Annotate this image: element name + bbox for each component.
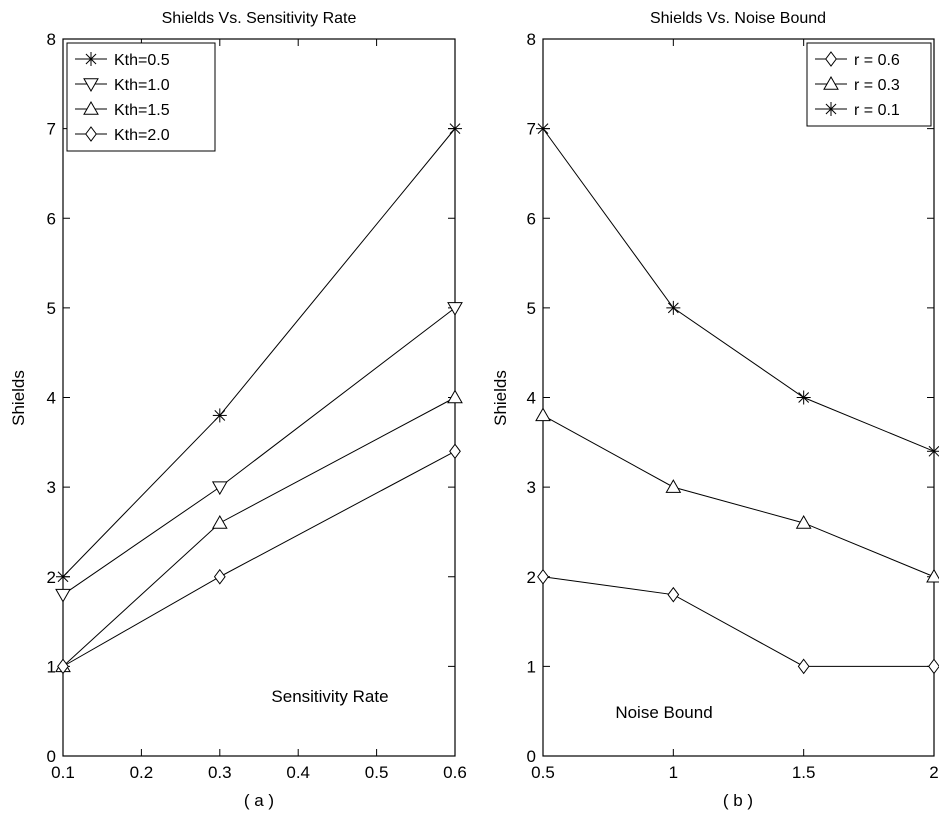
series-line xyxy=(62,307,456,596)
legend-label: r = 0.1 xyxy=(854,102,900,119)
data-point xyxy=(667,586,680,603)
x-tick-label: 2 xyxy=(929,763,938,782)
chart-panel-b: 0 1 2 3 4 5 6 7 8 0.5 1 1.5 2 Shields Vs. Noise Bound… xyxy=(491,10,939,810)
legend-marker xyxy=(83,100,99,115)
data-point xyxy=(928,658,939,675)
y-tick-label: 6 xyxy=(47,209,56,228)
y-tick-label: 5 xyxy=(47,299,56,318)
y-tick-label: 2 xyxy=(527,568,536,587)
plot-frame xyxy=(542,38,935,757)
data-point xyxy=(447,302,463,316)
data-point xyxy=(211,514,228,529)
y-tick-label: 5 xyxy=(527,299,536,318)
y-tick-label: 4 xyxy=(527,389,536,408)
y-tick-label: 1 xyxy=(527,657,536,676)
x-tick-label: 0.3 xyxy=(208,763,232,782)
legend-label: r = 0.6 xyxy=(854,52,900,69)
series-r-0-1 xyxy=(536,121,939,459)
x-tick-label: 0.4 xyxy=(286,763,310,782)
data-point xyxy=(447,389,463,404)
y-axis-label: Shields xyxy=(9,370,28,426)
series-kth-1-5 xyxy=(55,389,463,673)
series-line xyxy=(62,450,456,667)
y-tick-label: 7 xyxy=(47,120,56,139)
chart-panel-a: 0 1 2 3 4 5 6 7 8 0.1 0.2 0.3 0.4 0.5 0.6 Shields Vs. S… xyxy=(9,10,467,810)
series-line xyxy=(542,128,935,452)
data-point xyxy=(213,568,226,585)
data-point xyxy=(665,479,682,493)
x-tick-label: 1 xyxy=(669,763,678,782)
data-point xyxy=(797,658,810,675)
y-tick-label: 3 xyxy=(47,478,56,497)
chart-title: Shields Vs. Sensitivity Rate xyxy=(162,10,357,27)
data-point xyxy=(666,300,681,315)
legend-label: Kth=1.0 xyxy=(114,77,170,94)
data-point xyxy=(448,121,462,136)
data-point xyxy=(796,390,811,405)
legend-marker xyxy=(825,51,837,67)
x-tick-label: 0.6 xyxy=(443,763,467,782)
data-point xyxy=(212,408,227,423)
data-point xyxy=(536,121,550,136)
chart-title: Shields Vs. Noise Bound xyxy=(650,10,826,27)
legend-label: Kth=1.5 xyxy=(114,102,170,119)
x-axis-label: Noise Bound xyxy=(615,703,712,722)
legend-marker xyxy=(84,52,98,66)
panel-caption: ( a ) xyxy=(244,791,274,810)
legend-label: Kth=2.0 xyxy=(114,127,170,144)
y-axis-label: Shields xyxy=(491,370,510,426)
legend-label: r = 0.3 xyxy=(854,77,900,94)
data-point xyxy=(211,481,228,496)
series-r-0-6 xyxy=(537,568,939,675)
legend-marker xyxy=(823,75,839,90)
data-point xyxy=(56,569,70,584)
data-point xyxy=(795,514,812,529)
data-point xyxy=(55,588,71,603)
legend-marker xyxy=(85,126,97,142)
data-point xyxy=(535,407,551,422)
y-tick-label: 2 xyxy=(47,568,56,587)
y-tick-label: 0 xyxy=(47,747,56,766)
series-kth-1-0 xyxy=(55,302,463,603)
series-line xyxy=(542,414,935,578)
series-r-0-3 xyxy=(535,407,939,583)
y-tick-label: 8 xyxy=(527,30,536,49)
y-tick-label: 7 xyxy=(527,120,536,139)
x-axis-label: Sensitivity Rate xyxy=(271,687,388,706)
panel-caption: ( b ) xyxy=(723,791,753,810)
x-tick-label: 0.1 xyxy=(51,763,75,782)
series-kth-0-5 xyxy=(56,121,462,584)
y-tick-label: 0 xyxy=(527,747,536,766)
legend: r = 0.6 r = 0.3 r = 0.1 xyxy=(806,42,932,127)
data-point xyxy=(537,568,549,585)
series-line xyxy=(542,576,934,667)
y-tick-label: 3 xyxy=(527,478,536,497)
data-point xyxy=(926,568,939,583)
legend-marker xyxy=(824,102,838,116)
x-tick-label: 1.5 xyxy=(792,763,816,782)
series-kth-2-0 xyxy=(57,443,461,675)
series-line xyxy=(62,397,456,667)
y-tick-label: 8 xyxy=(47,30,56,49)
legend-label: Kth=0.5 xyxy=(114,52,170,69)
data-point xyxy=(927,444,939,459)
y-tick-label: 6 xyxy=(527,209,536,228)
legend-marker xyxy=(83,78,99,93)
legend: Kth=0.5 Kth=1.0 Kth=1.5 Kth=2.0 xyxy=(66,42,216,152)
data-point xyxy=(449,443,461,460)
x-tick-label: 0.5 xyxy=(531,763,555,782)
x-tick-label: 0.5 xyxy=(365,763,389,782)
data-point xyxy=(57,658,69,675)
y-tick-label: 4 xyxy=(47,389,56,408)
y-tick-label: 1 xyxy=(47,657,56,676)
x-tick-label: 0.2 xyxy=(130,763,154,782)
